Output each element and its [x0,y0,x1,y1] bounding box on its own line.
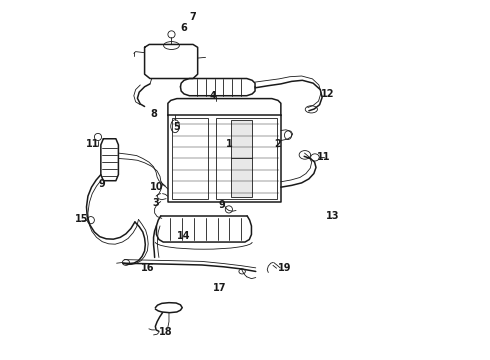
Text: 14: 14 [177,231,191,240]
Text: 5: 5 [173,122,180,132]
Text: 16: 16 [142,263,155,273]
Text: 1: 1 [225,139,232,149]
Text: 8: 8 [150,109,157,119]
Text: 13: 13 [326,211,340,221]
Text: 11: 11 [86,139,99,149]
Text: 9: 9 [219,200,225,210]
Text: 18: 18 [159,327,173,337]
Text: 4: 4 [209,91,216,101]
Text: 15: 15 [75,215,89,224]
Text: 7: 7 [190,12,196,22]
Text: 9: 9 [98,179,105,189]
Bar [231,120,252,197]
Text: 6: 6 [181,23,187,33]
Text: 2: 2 [274,139,281,149]
Text: 19: 19 [278,263,291,273]
Text: 12: 12 [321,89,334,99]
Text: 11: 11 [317,152,331,162]
Bar [216,118,276,199]
Text: 17: 17 [213,283,227,293]
Text: 10: 10 [150,182,164,192]
Bar [172,118,208,199]
Text: 3: 3 [152,198,159,208]
